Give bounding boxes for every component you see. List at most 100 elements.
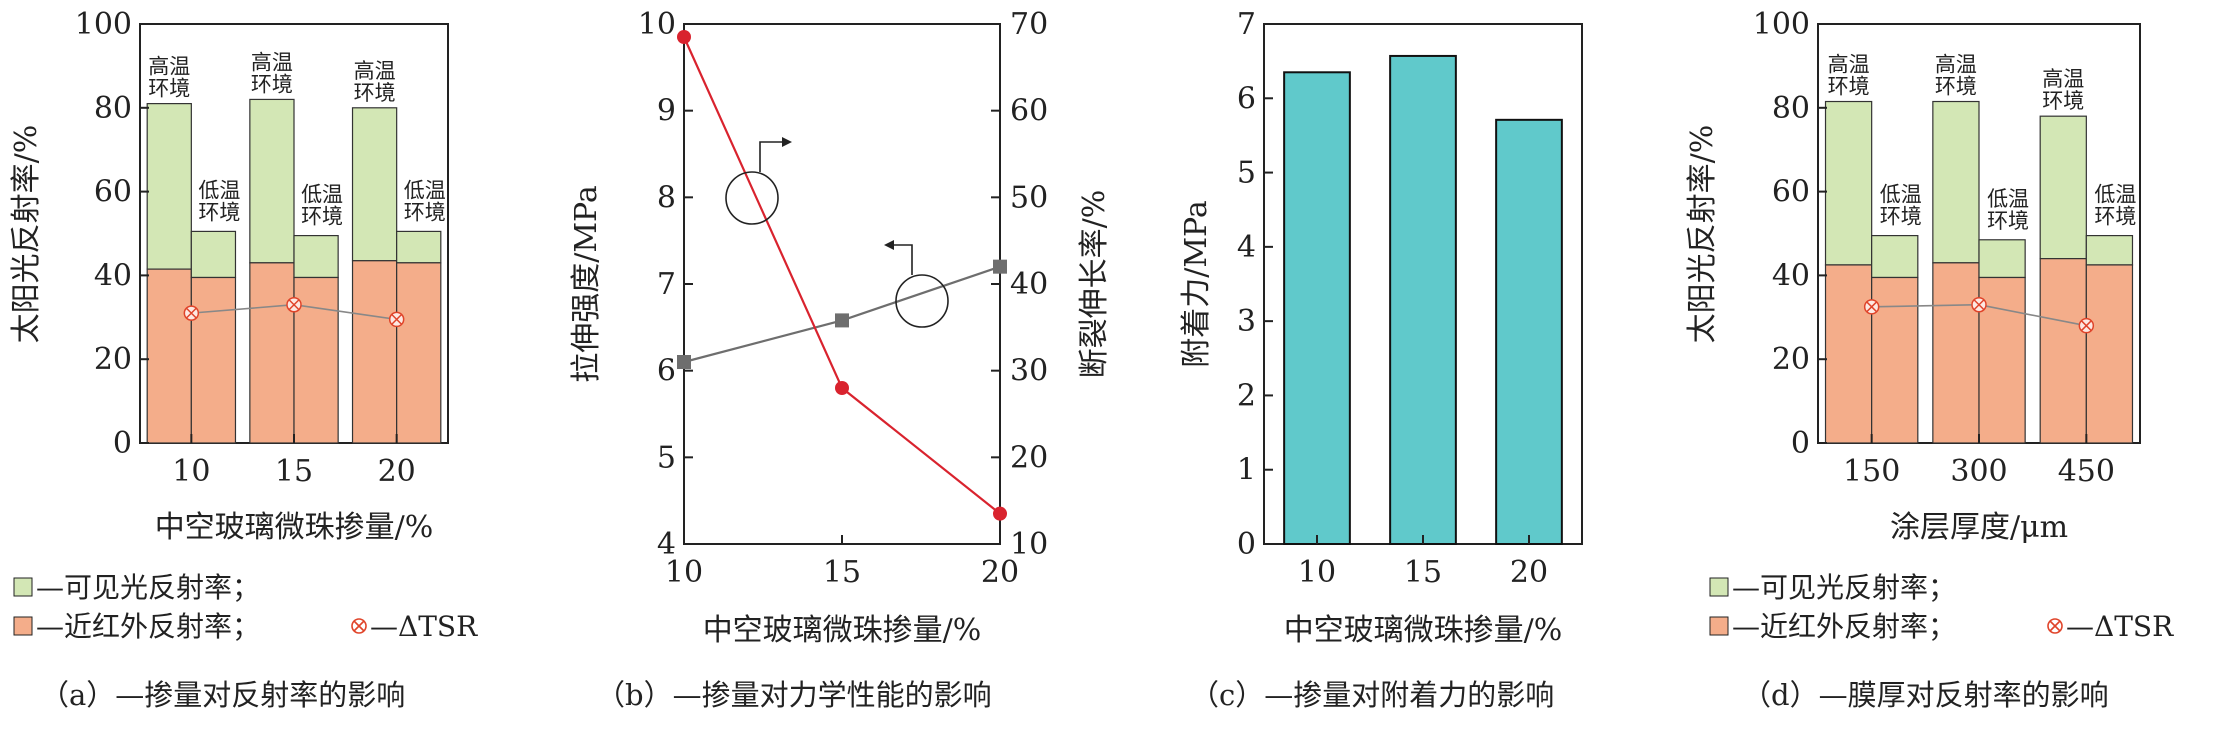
panel-b-x-ticks: 10 15 20 [665, 535, 1019, 590]
x-tick-label: 10 [172, 454, 210, 489]
visible-bar-high [146, 103, 192, 270]
nir-bar-low [190, 276, 237, 444]
panel-c-bars [1283, 54, 1563, 546]
delta-tsr-marker-cross [1866, 301, 1878, 313]
y-tick-label: 20 [94, 342, 132, 377]
low-temp-label: 环境 [404, 200, 446, 224]
visible-bar-low [190, 230, 237, 279]
high-temp-label: 环境 [2042, 89, 2084, 113]
elongation-line [682, 36, 1001, 515]
elongation-point [835, 381, 849, 395]
low-temp-label: 低温 [301, 183, 343, 207]
caption-b: （b）—掺量对力学性能的影响 [596, 678, 992, 712]
panel-b-xlabel: 中空玻璃微珠掺量/% [703, 613, 982, 648]
nir-bar-low [293, 276, 339, 444]
delta-tsr-marker-cross [391, 313, 403, 325]
high-temp-label: 高温 [2042, 67, 2084, 91]
y-tick-label: 8 [657, 180, 676, 215]
visible-bar-high [351, 107, 398, 262]
panel-a-y-ticks: 0 20 40 60 80 100 [75, 7, 149, 461]
panel-b-left-ticks: 4 5 6 7 8 9 10 [638, 7, 693, 562]
caption-d: （d）—膜厚对反射率的影响 [1742, 678, 2109, 712]
visible-bar-high [249, 98, 295, 264]
high-temp-label: 高温 [1828, 53, 1870, 77]
panel-b-ylabel-left: 拉伸强度/MPa [569, 185, 604, 383]
panel-a-xlabel: 中空玻璃微珠掺量/% [155, 510, 434, 545]
nir-bar-high [1932, 262, 1980, 444]
delta-tsr-marker-cross [288, 299, 300, 311]
x-tick-label: 20 [1510, 555, 1548, 590]
y-tick-label: 6 [1237, 81, 1256, 116]
legend-tsr-label: —ΔTSR [370, 610, 478, 643]
tensile-arrow-path [888, 244, 913, 275]
y-tick-label: 60 [94, 175, 132, 210]
legend-tsr-label: —ΔTSR [2066, 610, 2174, 643]
adhesion-bar [1389, 54, 1457, 545]
y-tick-label: 60 [1010, 94, 1048, 129]
panel-b-series [677, 30, 1007, 521]
x-tick-label: 20 [378, 454, 416, 489]
y-tick-label: 4 [657, 527, 676, 562]
panel-c-x-ticks: 10 15 20 [1298, 535, 1548, 590]
panel-b-ylabel-right: 断裂伸长率/% [1077, 190, 1112, 379]
tensile-strength-point [677, 355, 691, 369]
x-tick-label: 10 [665, 555, 703, 590]
high-temp-label: 高温 [1935, 53, 1977, 77]
y-tick-label: 7 [1237, 7, 1256, 42]
y-tick-label: 100 [75, 7, 132, 42]
visible-bar-low [1871, 234, 1919, 279]
y-tick-label: 80 [94, 91, 132, 126]
y-tick-label: 2 [1237, 378, 1256, 413]
visible-bar-high [1932, 100, 1980, 264]
nir-bar-high [249, 262, 295, 444]
low-temp-label: 低温 [2094, 183, 2136, 207]
y-tick-label: 40 [1010, 267, 1048, 302]
panel-b-frame [683, 23, 1001, 545]
caption-c: （c）—掺量对附着力的影响 [1190, 678, 1554, 712]
x-tick-label: 300 [1950, 454, 2007, 489]
nir-bar-high [2039, 258, 2087, 444]
low-temp-label: 低温 [1987, 187, 2029, 211]
nir-bar-high [146, 268, 192, 444]
low-temp-label: 低温 [1880, 183, 1922, 207]
legend-swatch-nir [1709, 616, 1729, 636]
visible-bar-low [396, 230, 442, 264]
delta-tsr-marker-cross [1973, 299, 1985, 311]
y-tick-label: 0 [113, 426, 132, 461]
legend-nir-label: —近红外反射率； [36, 610, 260, 643]
nir-bar-low [1871, 276, 1919, 444]
panel-a-delta-tsr-line [183, 296, 405, 328]
elongation-arrow-path [759, 141, 790, 172]
left-arrow-icon [884, 240, 894, 250]
nir-bar-low [396, 262, 442, 444]
y-tick-label: 6 [657, 354, 676, 389]
y-tick-label: 40 [1772, 258, 1810, 293]
x-tick-label: 15 [1404, 555, 1442, 590]
legend-panel-d: —可见光反射率； —近红外反射率； —ΔTSR [1709, 571, 2174, 643]
tsr-marker-icon [2047, 618, 2063, 634]
legend-swatch-visible [13, 577, 33, 597]
legend-nir-label: —近红外反射率； [1732, 610, 1956, 643]
y-tick-label: 30 [1010, 354, 1048, 389]
x-tick-label: 10 [1298, 555, 1336, 590]
elongation-point [677, 30, 691, 44]
high-temp-label: 环境 [1935, 75, 1977, 99]
x-tick-label: 15 [823, 555, 861, 590]
x-tick-label: 20 [981, 555, 1019, 590]
high-temp-label: 环境 [1828, 75, 1870, 99]
low-temp-label: 环境 [301, 205, 343, 229]
delta-tsr-marker-cross [2080, 320, 2092, 332]
y-tick-label: 60 [1772, 175, 1810, 210]
tensile-strength-point [835, 313, 849, 328]
legend-visible-label: —可见光反射率； [36, 571, 260, 604]
legend-visible-label: —可见光反射率； [1732, 571, 1956, 604]
legend-panel-a: —可见光反射率； —近红外反射率； —ΔTSR [13, 571, 478, 643]
y-tick-label: 5 [1237, 156, 1256, 191]
y-tick-label: 0 [1237, 527, 1256, 562]
panel-c-xlabel: 中空玻璃微珠掺量/% [1284, 613, 1563, 648]
nir-bar-low [2085, 264, 2134, 444]
adhesion-bar [1495, 118, 1563, 545]
x-tick-label: 15 [275, 454, 313, 489]
